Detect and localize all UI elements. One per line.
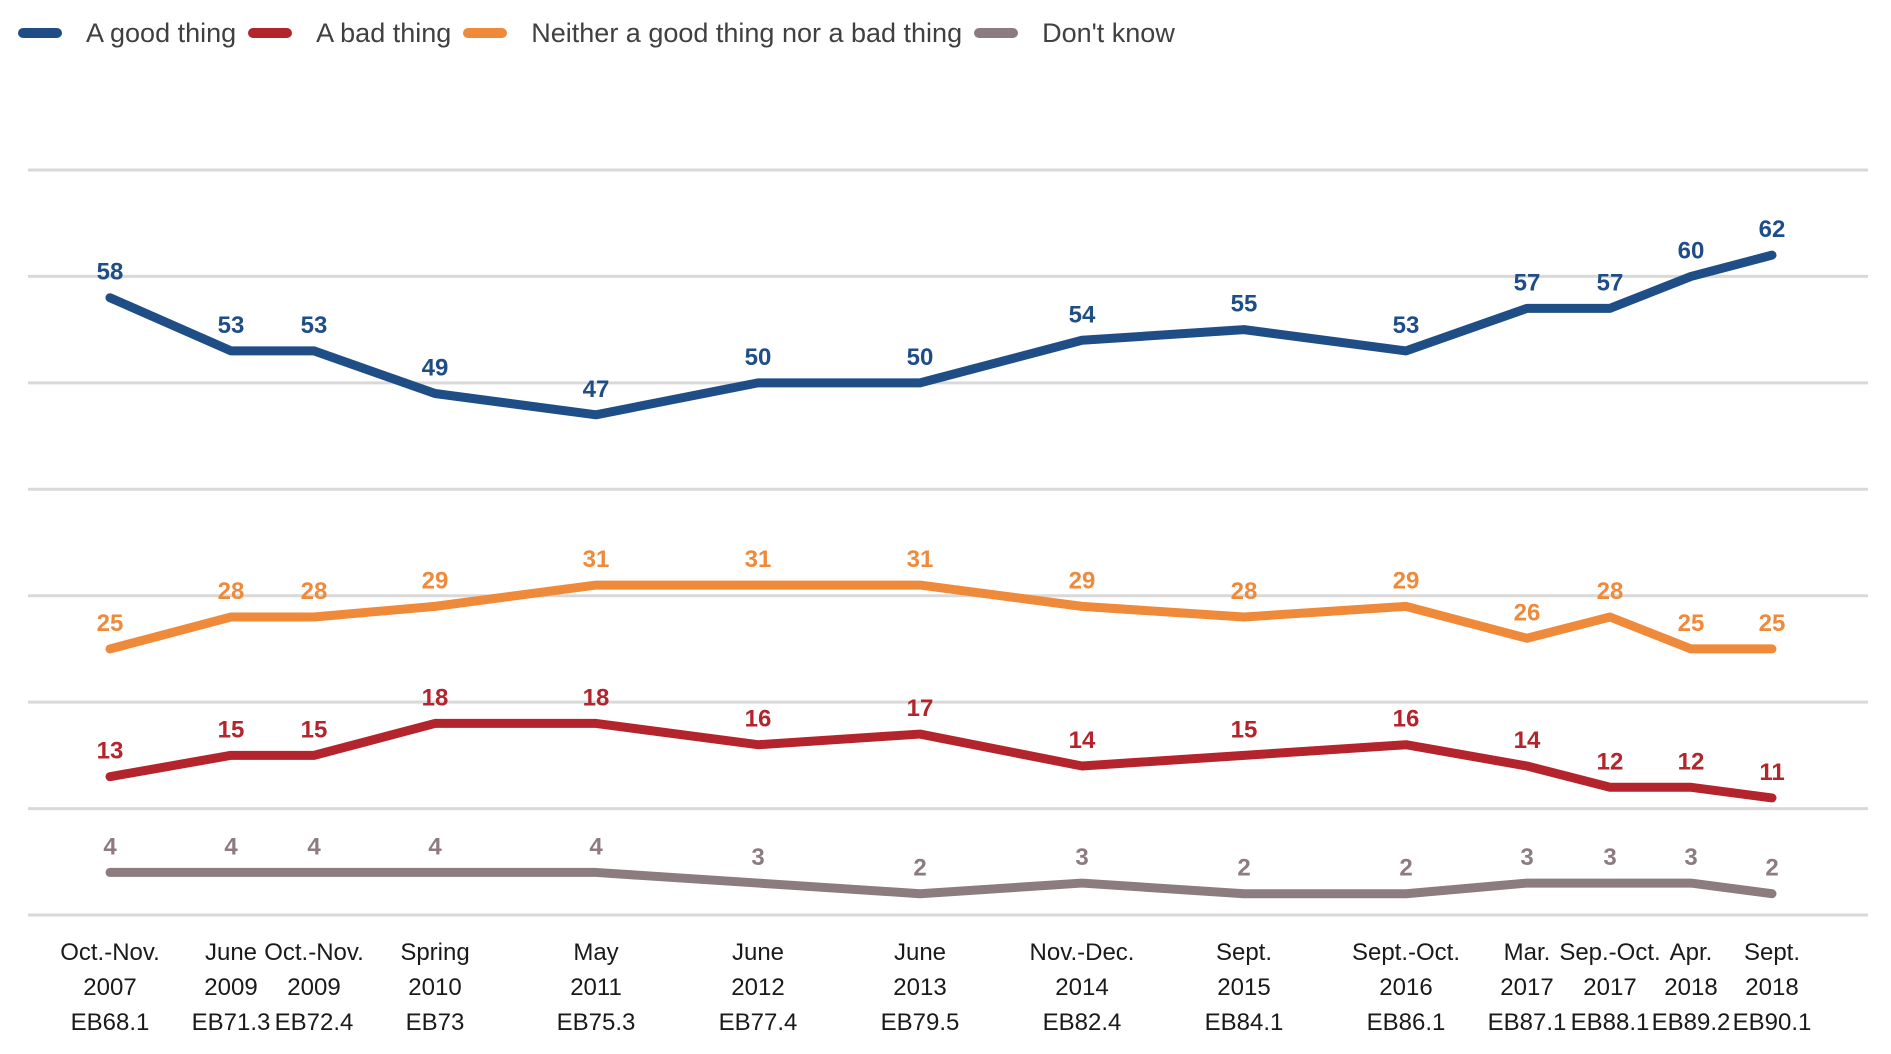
data-label-bad: 15: [1231, 716, 1258, 743]
data-label-good: 47: [583, 376, 610, 403]
data-label-neither: 26: [1514, 599, 1541, 626]
data-label-good: 60: [1678, 237, 1705, 264]
data-label-dont-know: 3: [1684, 844, 1697, 871]
data-label-neither: 25: [97, 610, 124, 637]
legend-item-good: A good thing: [18, 18, 236, 49]
data-label-neither: 31: [907, 546, 934, 573]
data-label-good: 57: [1514, 269, 1541, 296]
data-label-bad: 18: [422, 684, 449, 711]
data-label-dont-know: 4: [307, 833, 321, 860]
series-line-neither: [105, 580, 1777, 654]
legend-label-bad: A bad thing: [316, 17, 452, 48]
data-label-neither: 29: [1069, 567, 1096, 594]
data-label-good: 50: [745, 344, 772, 371]
data-label-bad: 13: [97, 738, 124, 765]
data-label-dont-know: 2: [1765, 855, 1778, 882]
data-label-dont-know: 3: [751, 844, 764, 871]
data-label-good: 55: [1231, 291, 1258, 318]
data-label-neither: 29: [422, 567, 449, 594]
data-label-bad: 16: [745, 706, 772, 733]
data-label-bad: 15: [218, 716, 245, 743]
data-label-good: 53: [301, 312, 328, 339]
series-line-bad: [105, 718, 1777, 803]
data-label-bad: 12: [1678, 748, 1705, 775]
series-line-good: [105, 250, 1777, 420]
data-label-bad: 17: [907, 695, 934, 722]
legend-label-dont-know: Don't know: [1042, 17, 1175, 48]
x-tick-label: Nov.-Dec. 2014 EB82.4: [1030, 939, 1135, 1036]
data-label-good: 57: [1597, 269, 1624, 296]
legend-swatch-neither: [463, 28, 508, 38]
data-label-dont-know: 4: [103, 833, 117, 860]
x-tick-label: Mar. 2017 EB87.1: [1488, 939, 1567, 1036]
legend-label-good: A good thing: [86, 17, 237, 48]
data-label-neither: 28: [1597, 578, 1624, 605]
data-label-neither: 31: [745, 546, 772, 573]
data-label-dont-know: 3: [1075, 844, 1088, 871]
x-tick-label: Sept.-Oct. 2016 EB86.1: [1352, 939, 1460, 1036]
data-label-bad: 11: [1759, 759, 1784, 786]
data-label-bad: 12: [1597, 748, 1624, 775]
x-tick-label: Oct.-Nov. 2009 EB72.4: [264, 939, 364, 1036]
legend-item-neither: Neither a good thing nor a bad thing: [463, 18, 962, 49]
legend-item-bad: A bad thing: [248, 18, 451, 49]
data-label-dont-know: 3: [1520, 844, 1533, 871]
data-label-neither: 28: [1231, 578, 1258, 605]
data-label-dont-know: 2: [1237, 855, 1250, 882]
series-line-dont-know: [105, 867, 1777, 899]
x-tick-label: June 2012 EB77.4: [719, 939, 798, 1036]
legend-swatch-bad: [248, 28, 293, 38]
data-label-bad: 14: [1514, 727, 1541, 754]
x-tick-label: May 2011 EB75.3: [557, 939, 636, 1036]
data-label-neither: 25: [1759, 610, 1786, 637]
legend-swatch-good: [18, 28, 62, 38]
data-label-good: 58: [97, 259, 124, 286]
data-label-bad: 18: [583, 684, 610, 711]
data-label-neither: 28: [218, 578, 245, 605]
data-label-dont-know: 3: [1603, 844, 1616, 871]
data-label-dont-know: 4: [589, 833, 603, 860]
x-tick-label: Apr. 2018 EB89.2: [1652, 939, 1731, 1036]
data-label-bad: 14: [1069, 727, 1096, 754]
x-tick-label: Spring 2010 EB73: [400, 939, 469, 1036]
legend-item-dont-know: Don't know: [974, 18, 1175, 49]
data-label-dont-know: 2: [913, 855, 926, 882]
data-label-good: 53: [1393, 312, 1420, 339]
x-tick-label: June 2009 EB71.3: [192, 939, 271, 1036]
data-label-bad: 16: [1393, 706, 1420, 733]
data-label-neither: 31: [583, 546, 610, 573]
legend-label-neither: Neither a good thing nor a bad thing: [531, 17, 963, 48]
data-label-neither: 28: [301, 578, 328, 605]
data-label-dont-know: 4: [428, 833, 442, 860]
data-label-good: 49: [422, 355, 449, 382]
data-label-good: 50: [907, 344, 934, 371]
legend-swatch-dont-know: [974, 28, 1019, 38]
legend: A good thing A bad thing Neither a good …: [18, 8, 1187, 58]
data-label-bad: 15: [301, 716, 328, 743]
x-tick-label: June 2013 EB79.5: [881, 939, 960, 1036]
data-label-dont-know: 4: [224, 833, 238, 860]
data-label-neither: 29: [1393, 567, 1420, 594]
x-tick-label: Sept. 2018 EB90.1: [1733, 939, 1812, 1036]
data-label-good: 53: [218, 312, 245, 339]
data-label-neither: 25: [1678, 610, 1705, 637]
data-label-good: 62: [1759, 216, 1786, 243]
x-tick-label: Oct.-Nov. 2007 EB68.1: [60, 939, 160, 1036]
data-label-dont-know: 2: [1399, 855, 1412, 882]
x-tick-label: Sep.-Oct. 2017 EB88.1: [1559, 939, 1660, 1036]
data-label-good: 54: [1069, 301, 1096, 328]
x-tick-label: Sept. 2015 EB84.1: [1205, 939, 1284, 1036]
